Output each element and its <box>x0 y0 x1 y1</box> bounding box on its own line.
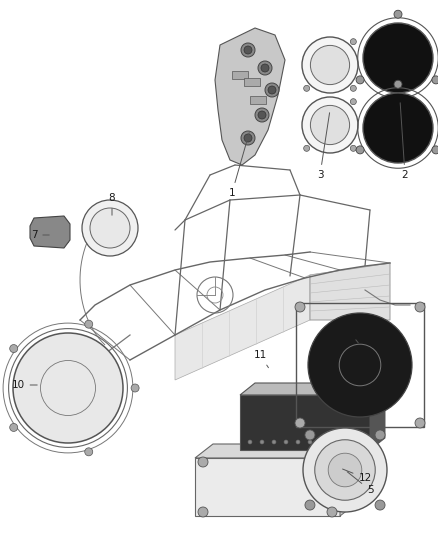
Circle shape <box>90 208 130 248</box>
Circle shape <box>375 430 385 440</box>
Text: 5: 5 <box>347 472 373 495</box>
Circle shape <box>198 457 208 467</box>
Bar <box>244 78 260 86</box>
Text: 2: 2 <box>400 103 408 180</box>
Circle shape <box>415 418 425 428</box>
Circle shape <box>255 108 269 122</box>
Text: 8: 8 <box>109 193 115 215</box>
Circle shape <box>305 430 315 440</box>
Circle shape <box>308 313 412 417</box>
Text: 7: 7 <box>31 230 49 240</box>
Circle shape <box>303 428 387 512</box>
Circle shape <box>350 99 357 104</box>
Circle shape <box>295 302 305 312</box>
Circle shape <box>432 76 438 84</box>
Circle shape <box>131 384 139 392</box>
Circle shape <box>311 106 350 144</box>
Circle shape <box>272 440 276 444</box>
Text: 10: 10 <box>11 380 37 390</box>
Circle shape <box>363 93 433 163</box>
Bar <box>195 458 340 516</box>
Bar <box>250 96 266 104</box>
Circle shape <box>432 146 438 154</box>
Circle shape <box>305 500 315 510</box>
Circle shape <box>394 80 402 88</box>
Polygon shape <box>195 444 358 458</box>
Text: 6: 6 <box>345 325 358 343</box>
Circle shape <box>302 37 358 93</box>
Circle shape <box>244 134 252 142</box>
Circle shape <box>85 320 93 328</box>
Circle shape <box>394 10 402 18</box>
Circle shape <box>304 85 310 91</box>
Circle shape <box>311 45 350 85</box>
Polygon shape <box>370 383 385 450</box>
Circle shape <box>302 97 358 153</box>
Polygon shape <box>340 444 358 516</box>
Bar <box>240 395 370 450</box>
Text: 12: 12 <box>343 469 371 483</box>
Circle shape <box>295 418 305 428</box>
Circle shape <box>356 76 364 84</box>
Circle shape <box>265 83 279 97</box>
Circle shape <box>241 131 255 145</box>
Circle shape <box>261 64 269 72</box>
Circle shape <box>375 500 385 510</box>
Polygon shape <box>175 275 310 380</box>
Text: 1: 1 <box>229 133 249 198</box>
Circle shape <box>327 457 337 467</box>
Circle shape <box>350 146 357 151</box>
Circle shape <box>350 85 357 91</box>
Circle shape <box>241 43 255 57</box>
Text: 3: 3 <box>317 113 329 180</box>
Circle shape <box>10 423 18 431</box>
Circle shape <box>198 507 208 517</box>
Circle shape <box>296 440 300 444</box>
Circle shape <box>327 507 337 517</box>
Bar <box>232 71 248 79</box>
Polygon shape <box>30 216 70 248</box>
Circle shape <box>284 440 288 444</box>
Bar <box>296 303 424 427</box>
Circle shape <box>415 302 425 312</box>
Circle shape <box>350 39 357 45</box>
Polygon shape <box>240 383 385 395</box>
Circle shape <box>315 440 375 500</box>
Circle shape <box>260 440 264 444</box>
Circle shape <box>10 344 18 352</box>
Text: 11: 11 <box>253 350 268 368</box>
Circle shape <box>304 146 310 151</box>
Circle shape <box>363 23 433 93</box>
Circle shape <box>13 333 123 443</box>
Circle shape <box>244 46 252 54</box>
Circle shape <box>258 61 272 75</box>
Polygon shape <box>215 28 285 165</box>
Circle shape <box>308 440 312 444</box>
Circle shape <box>356 146 364 154</box>
Circle shape <box>248 440 252 444</box>
Circle shape <box>85 448 93 456</box>
Circle shape <box>328 453 362 487</box>
Circle shape <box>268 86 276 94</box>
Circle shape <box>258 111 266 119</box>
Polygon shape <box>310 263 390 320</box>
Circle shape <box>82 200 138 256</box>
